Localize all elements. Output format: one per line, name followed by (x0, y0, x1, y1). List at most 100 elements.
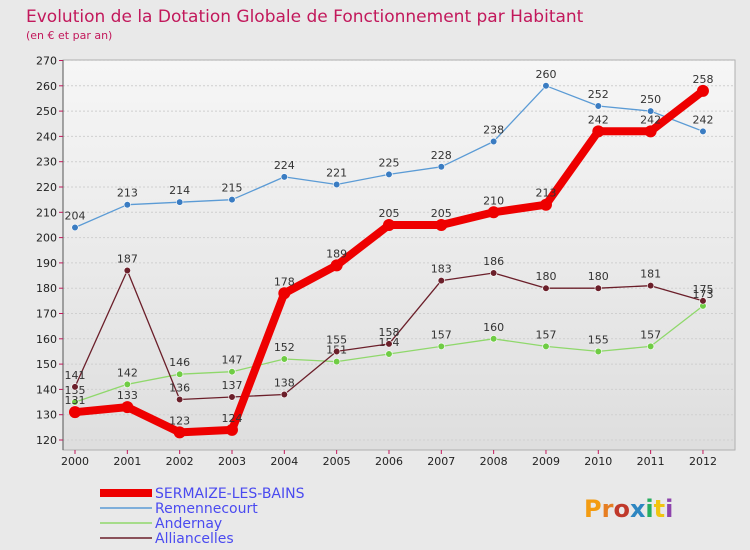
series-andernay: 135142146147152151154157160157155157173 (65, 288, 713, 406)
x-axis-ticks: 2000 2001 2002 2003 2004 2005 2006 2007 2008 2009… (61, 450, 717, 468)
logo-letter-1: r (602, 495, 614, 523)
logo-letter-3: x (630, 495, 646, 523)
data-label-remennecourt-2012: 242 (692, 113, 713, 126)
y-tick-label-240: 240 (36, 130, 57, 143)
legend-label-andernay: Andernay (155, 516, 222, 532)
data-label-andernay-2011: 157 (640, 328, 661, 341)
point-alliancelles-2001 (123, 266, 131, 275)
point-alliancelles-2000 (71, 383, 79, 391)
point-alliancelles-2011 (647, 282, 655, 290)
point-sermaize-les-bains-2009 (539, 198, 552, 211)
data-label-andernay-2009: 157 (535, 328, 556, 341)
data-label-remennecourt-2001: 213 (117, 187, 138, 200)
plot-area (62, 59, 736, 451)
data-label-remennecourt-2008: 238 (483, 123, 504, 136)
point-andernay-2008 (490, 335, 498, 343)
y-tick-label-190: 190 (36, 257, 57, 270)
logo-letter-0: P (584, 495, 602, 523)
series-alliancelles: 141 187 136 137 138 155 158 183 186 180 180 181 175 (65, 252, 713, 404)
y-tick-label-200: 200 (36, 232, 57, 245)
data-label-sermaize-les-bains-2011: 242 (640, 113, 661, 126)
point-remennecourt-2010 (594, 102, 602, 110)
logo-letter-4: i (645, 495, 653, 523)
point-andernay-2010 (594, 347, 602, 356)
point-sermaize-les-bains-2006 (382, 218, 395, 231)
data-label-alliancelles-2011: 181 (640, 268, 661, 281)
point-sermaize-les-bains-2011 (644, 125, 657, 138)
data-label-alliancelles-2001: 187 (117, 252, 138, 265)
data-label-andernay-2002: 146 (169, 356, 190, 369)
point-andernay-2004 (280, 355, 288, 363)
point-andernay-2005 (333, 357, 341, 366)
point-remennecourt-2012 (699, 127, 707, 135)
point-sermaize-les-bains-2005 (330, 259, 343, 272)
data-label-andernay-2012: 173 (692, 288, 713, 301)
y-tick-label-220: 220 (36, 181, 57, 194)
data-label-remennecourt-2009: 260 (535, 68, 556, 81)
data-label-sermaize-les-bains-2003: 124 (221, 412, 242, 425)
data-label-sermaize-les-bains-2001: 133 (117, 389, 138, 402)
point-remennecourt-2002 (176, 198, 184, 206)
point-remennecourt-2003 (228, 196, 236, 204)
point-alliancelles-2010 (594, 284, 602, 292)
data-label-sermaize-les-bains-2004: 178 (274, 275, 295, 288)
y-tick-label-130: 130 (36, 409, 57, 422)
x-tick-label-2003: 2003 (218, 455, 246, 468)
data-label-andernay-2008: 160 (483, 321, 504, 334)
point-alliancelles-2008 (490, 269, 498, 277)
point-sermaize-les-bains-2004 (278, 287, 291, 300)
point-andernay-2006 (385, 350, 393, 358)
data-label-andernay-2000: 135 (65, 384, 86, 397)
x-tick-label-2008: 2008 (480, 455, 508, 468)
y-tick-label-170: 170 (36, 308, 57, 321)
x-tick-label-2010: 2010 (584, 455, 612, 468)
point-alliancelles-2012 (699, 297, 707, 305)
data-label-alliancelles-2008: 186 (483, 255, 504, 268)
chart-subtitle: (en € et par an) (26, 29, 112, 42)
legend: SERMAIZE-LES-BAINSRemennecourtAndernayAl… (100, 486, 305, 547)
data-label-sermaize-les-bains-2012: 258 (692, 73, 713, 86)
x-tick-label-2007: 2007 (427, 455, 455, 468)
point-sermaize-les-bains-2008 (487, 206, 500, 219)
point-alliancelles-2003 (228, 393, 236, 401)
data-label-remennecourt-2000: 204 (65, 209, 86, 222)
point-alliancelles-2009 (542, 284, 550, 292)
x-tick-label-2011: 2011 (637, 455, 665, 468)
point-sermaize-les-bains-2010 (592, 125, 605, 138)
x-tick-label-2002: 2002 (166, 455, 194, 468)
data-label-alliancelles-2005: 155 (326, 333, 347, 346)
data-label-sermaize-les-bains-2010: 242 (588, 113, 609, 126)
y-tick-label-270: 270 (36, 55, 57, 68)
legend-label-alliancelles: Alliancelles (155, 531, 234, 547)
data-label-alliancelles-2012: 175 (692, 283, 713, 296)
y-tick-label-150: 150 (36, 358, 57, 371)
y-tick-label-210: 210 (36, 206, 57, 219)
data-label-sermaize-les-bains-2000: 131 (65, 394, 86, 407)
gridlines (63, 60, 735, 441)
data-label-alliancelles-2007: 183 (431, 263, 452, 276)
point-alliancelles-2004 (280, 390, 288, 399)
legend-label-remennecourt: Remennecourt (155, 501, 258, 517)
point-alliancelles-2005 (333, 347, 341, 356)
point-remennecourt-2008 (490, 137, 498, 146)
y-tick-label-140: 140 (36, 383, 57, 396)
data-label-alliancelles-2000: 141 (65, 369, 86, 382)
data-label-alliancelles-2006: 158 (378, 326, 399, 339)
point-andernay-2003 (228, 368, 236, 376)
x-tick-label-2012: 2012 (689, 455, 717, 468)
point-remennecourt-2000 (71, 223, 79, 232)
point-remennecourt-2004 (280, 173, 288, 181)
point-remennecourt-2006 (385, 170, 393, 178)
data-label-alliancelles-2002: 136 (169, 382, 190, 395)
data-label-remennecourt-2010: 252 (588, 88, 609, 101)
chart-title: Evolution de la Dotation Globale de Fonc… (26, 7, 584, 27)
point-andernay-2009 (542, 342, 550, 350)
point-sermaize-les-bains-2002 (173, 426, 186, 439)
point-alliancelles-2007 (437, 277, 445, 285)
point-andernay-2001 (123, 380, 131, 388)
data-label-sermaize-les-bains-2005: 189 (326, 247, 347, 260)
y-tick-label-160: 160 (36, 333, 57, 346)
point-alliancelles-2002 (176, 395, 184, 404)
